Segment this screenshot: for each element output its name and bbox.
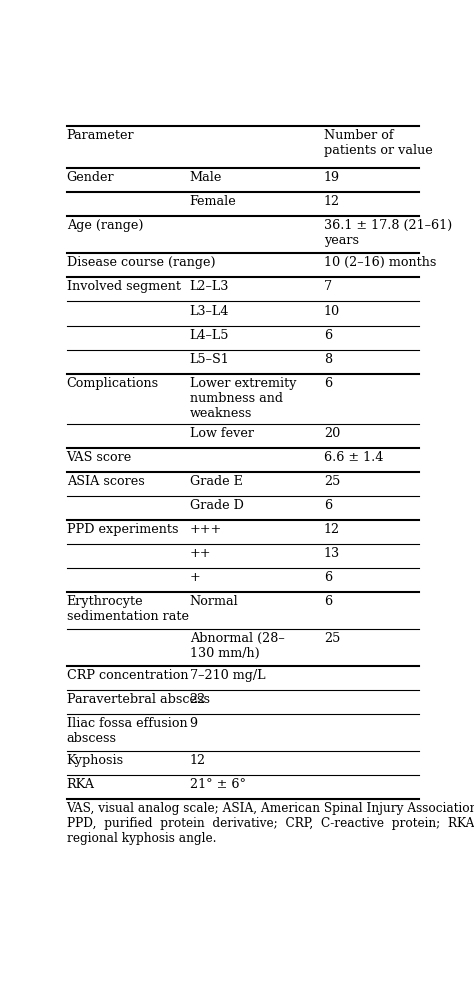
Text: 6: 6 bbox=[324, 595, 332, 608]
Text: RKA: RKA bbox=[66, 778, 95, 791]
Text: ASIA scores: ASIA scores bbox=[66, 475, 145, 488]
Text: Grade E: Grade E bbox=[190, 475, 243, 488]
Text: 8: 8 bbox=[324, 353, 332, 365]
Text: Parameter: Parameter bbox=[66, 129, 134, 142]
Text: 36.1 ± 17.8 (21–61)
years: 36.1 ± 17.8 (21–61) years bbox=[324, 220, 452, 247]
Text: Lower extremity
numbness and
weakness: Lower extremity numbness and weakness bbox=[190, 376, 296, 420]
Text: 6: 6 bbox=[324, 329, 332, 342]
Text: 9: 9 bbox=[190, 717, 198, 730]
Text: 6: 6 bbox=[324, 376, 332, 390]
Text: 22: 22 bbox=[190, 692, 206, 706]
Text: Normal: Normal bbox=[190, 595, 238, 608]
Text: 21° ± 6°: 21° ± 6° bbox=[190, 778, 246, 791]
Text: +: + bbox=[190, 571, 201, 584]
Text: 12: 12 bbox=[324, 195, 340, 209]
Text: 19: 19 bbox=[324, 171, 340, 184]
Text: 12: 12 bbox=[324, 523, 340, 536]
Text: Gender: Gender bbox=[66, 171, 114, 184]
Text: Female: Female bbox=[190, 195, 237, 209]
Text: ++: ++ bbox=[190, 547, 211, 559]
Text: L3–L4: L3–L4 bbox=[190, 304, 229, 317]
Text: Erythrocyte
sedimentation rate: Erythrocyte sedimentation rate bbox=[66, 595, 189, 623]
Text: Paravertebral abscess: Paravertebral abscess bbox=[66, 692, 210, 706]
Text: VAS, visual analog scale; ASIA, American Spinal Injury Association;
PPD,  purifi: VAS, visual analog scale; ASIA, American… bbox=[66, 802, 474, 845]
Text: PPD experiments: PPD experiments bbox=[66, 523, 178, 536]
Text: 6: 6 bbox=[324, 498, 332, 512]
Text: Male: Male bbox=[190, 171, 222, 184]
Text: 7: 7 bbox=[324, 281, 332, 294]
Text: Iliac fossa effusion
abscess: Iliac fossa effusion abscess bbox=[66, 717, 187, 745]
Text: Involved segment: Involved segment bbox=[66, 281, 181, 294]
Text: 25: 25 bbox=[324, 632, 340, 645]
Text: 20: 20 bbox=[324, 427, 340, 439]
Text: Grade D: Grade D bbox=[190, 498, 244, 512]
Text: 13: 13 bbox=[324, 547, 340, 559]
Text: Disease course (range): Disease course (range) bbox=[66, 256, 215, 270]
Text: Complications: Complications bbox=[66, 376, 159, 390]
Text: 25: 25 bbox=[324, 475, 340, 488]
Text: 10 (2–16) months: 10 (2–16) months bbox=[324, 256, 436, 270]
Text: L4–L5: L4–L5 bbox=[190, 329, 229, 342]
Text: Kyphosis: Kyphosis bbox=[66, 754, 124, 767]
Text: 7–210 mg/L: 7–210 mg/L bbox=[190, 669, 265, 682]
Text: VAS score: VAS score bbox=[66, 451, 132, 464]
Text: Abnormal (28–
130 mm/h): Abnormal (28– 130 mm/h) bbox=[190, 632, 284, 660]
Text: +++: +++ bbox=[190, 523, 222, 536]
Text: 10: 10 bbox=[324, 304, 340, 317]
Text: 6: 6 bbox=[324, 571, 332, 584]
Text: CRP concentration: CRP concentration bbox=[66, 669, 188, 682]
Text: Age (range): Age (range) bbox=[66, 220, 143, 232]
Text: 12: 12 bbox=[190, 754, 206, 767]
Text: Number of
patients or value: Number of patients or value bbox=[324, 129, 432, 157]
Text: 6.6 ± 1.4: 6.6 ± 1.4 bbox=[324, 451, 383, 464]
Text: L2–L3: L2–L3 bbox=[190, 281, 229, 294]
Text: L5–S1: L5–S1 bbox=[190, 353, 229, 365]
Text: Low fever: Low fever bbox=[190, 427, 254, 439]
